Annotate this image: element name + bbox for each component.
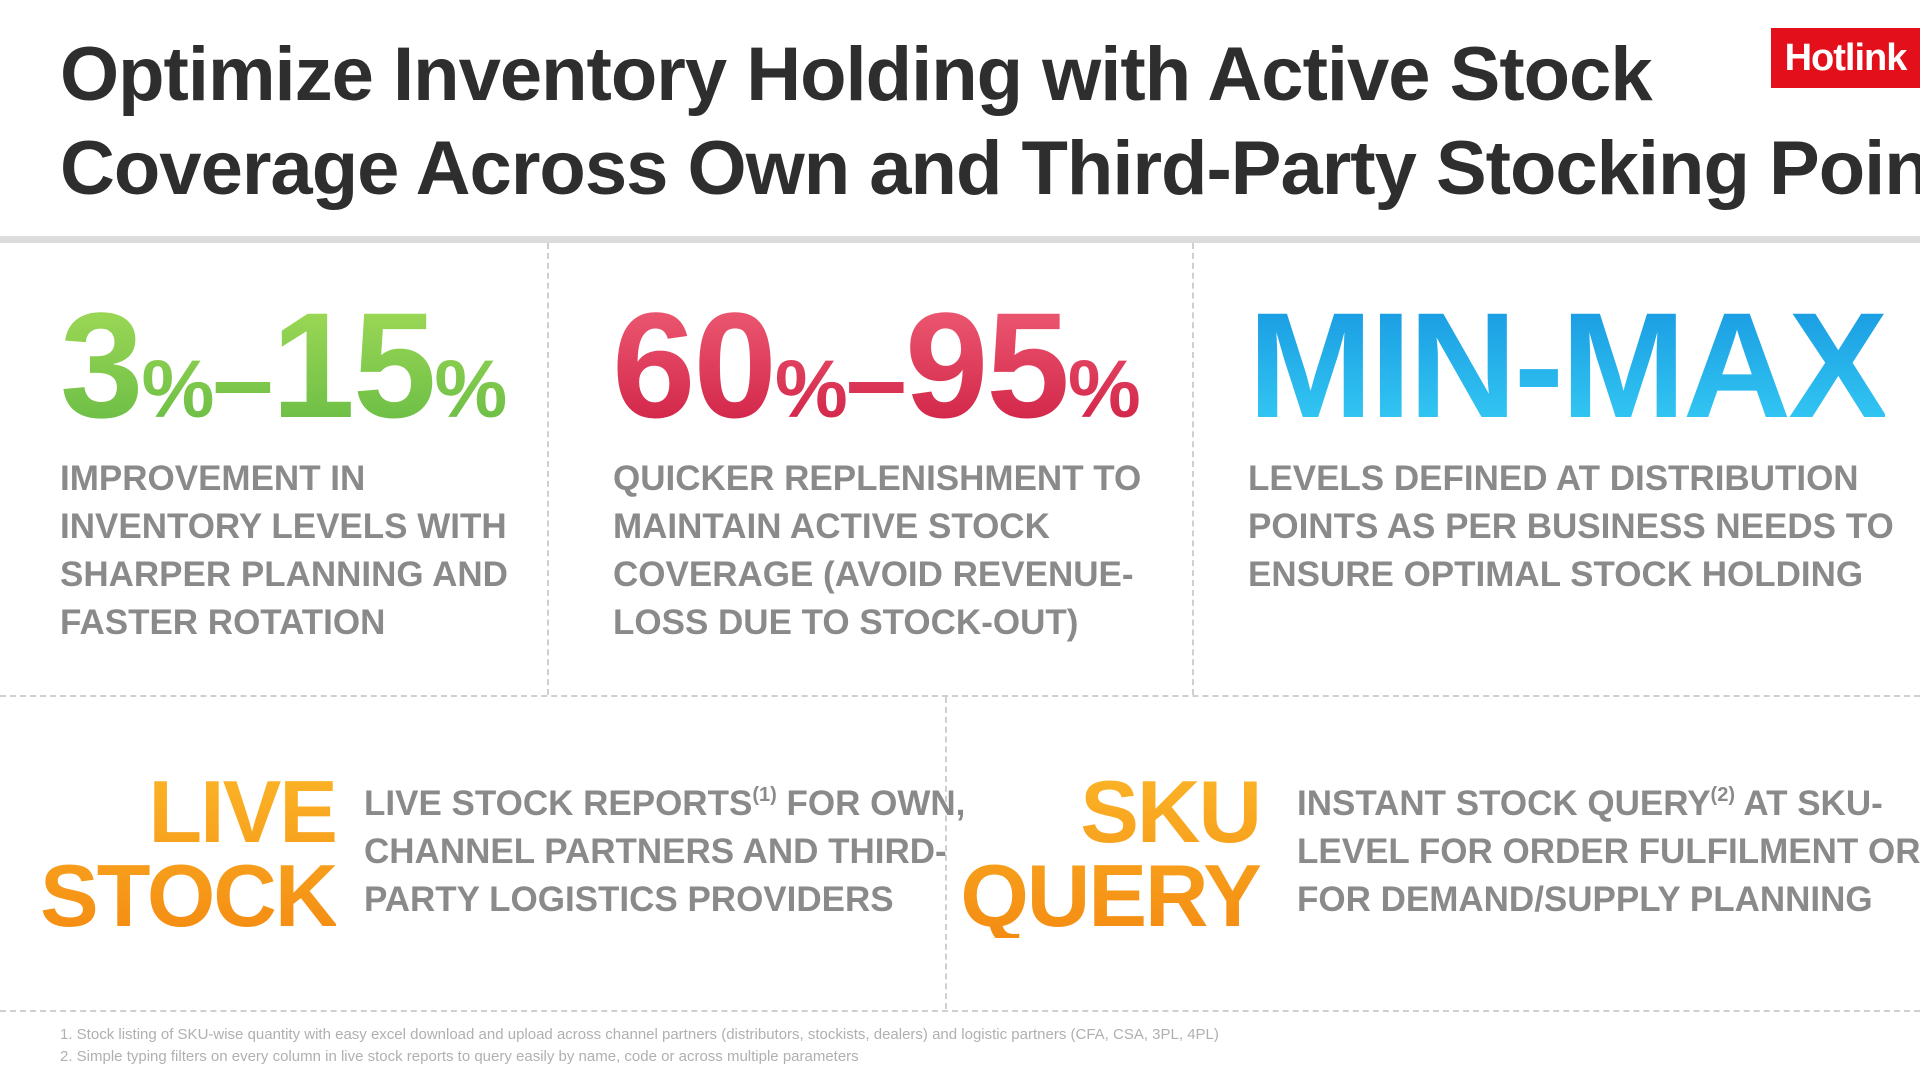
stat-dash: – — [845, 318, 905, 441]
header-divider — [0, 236, 1920, 243]
desc-line: POINTS AS PER BUSINESS NEEDS TO — [1248, 507, 1894, 546]
footnote-ref: (2) — [1710, 784, 1735, 806]
footnotes: 1. Stock listing of SKU-wise quantity wi… — [60, 1024, 1219, 1068]
stat-min-max: MIN-MAX — [1248, 281, 1888, 449]
desc-text: LIVE STOCK REPORTS — [364, 784, 753, 823]
feature-sku-query-heading: SKU QUERY — [960, 770, 1260, 938]
title-line-2: Coverage Across Own and Third-Party Stoc… — [60, 126, 1920, 211]
stat-description-3: LEVELS DEFINED AT DISTRIBUTION POINTS AS… — [1248, 455, 1894, 599]
page-title: Optimize Inventory Holding with Active S… — [60, 28, 1920, 216]
desc-line: INVENTORY LEVELS WITH — [60, 507, 507, 546]
stat-to-value: 95 — [904, 281, 1068, 449]
desc-text: FOR OWN, — [776, 784, 966, 823]
desc-text: INSTANT STOCK QUERY — [1297, 784, 1711, 823]
hotlink-logo: Hotlink — [1771, 28, 1920, 88]
stat-to-value: 15 — [271, 281, 435, 449]
stat-percent-sign: % — [141, 344, 213, 435]
desc-line: LEVELS DEFINED AT DISTRIBUTION — [1248, 459, 1859, 498]
title-line-1: Optimize Inventory Holding with Active S… — [60, 32, 1653, 117]
desc-line: LOSS DUE TO STOCK-OUT) — [613, 603, 1079, 642]
stat-replenishment: 60%–95% — [612, 290, 1139, 440]
desc-line: COVERAGE (AVOID REVENUE- — [613, 555, 1134, 594]
divider-vertical-3 — [945, 697, 947, 1009]
footnote-1: 1. Stock listing of SKU-wise quantity wi… — [60, 1026, 1219, 1043]
feature-word-line: SKU — [1080, 762, 1260, 861]
divider-vertical-2 — [1192, 243, 1194, 695]
stat-from-value: 60 — [612, 281, 775, 449]
stat-from-value: 3 — [60, 281, 142, 449]
feature-word-line: LIVE — [148, 762, 336, 861]
desc-line: ENSURE OPTIMAL STOCK HOLDING — [1248, 555, 1864, 594]
stat-description-1: IMPROVEMENT IN INVENTORY LEVELS WITH SHA… — [60, 455, 508, 647]
desc-line: MAINTAIN ACTIVE STOCK — [613, 507, 1050, 546]
feature-live-stock-description: LIVE STOCK REPORTS(1) FOR OWN, CHANNEL P… — [364, 780, 965, 924]
desc-line: FASTER ROTATION — [60, 603, 386, 642]
desc-line: LEVEL FOR ORDER FULFILMENT OR — [1297, 832, 1920, 871]
footnote-ref: (1) — [752, 784, 777, 806]
stat-percent-sign: % — [434, 344, 506, 435]
desc-line: IMPROVEMENT IN — [60, 459, 366, 498]
desc-text: AT SKU- — [1735, 784, 1883, 823]
divider-horizontal-middle — [0, 695, 1920, 697]
feature-sku-query-description: INSTANT STOCK QUERY(2) AT SKU- LEVEL FOR… — [1297, 780, 1920, 924]
desc-line: SHARPER PLANNING AND — [60, 555, 508, 594]
feature-word-line: QUERY — [960, 846, 1260, 945]
divider-vertical-1 — [547, 243, 549, 695]
feature-word-line: STOCK — [40, 846, 337, 945]
stat-dash: – — [212, 318, 272, 441]
divider-horizontal-bottom — [0, 1010, 1920, 1012]
stat-percent-sign: % — [1067, 344, 1139, 435]
desc-line: QUICKER REPLENISHMENT TO — [613, 459, 1142, 498]
stat-description-2: QUICKER REPLENISHMENT TO MAINTAIN ACTIVE… — [613, 455, 1141, 647]
footnote-2: 2. Simple typing filters on every column… — [60, 1048, 859, 1065]
feature-live-stock-heading: LIVE STOCK — [40, 770, 336, 938]
stat-percent-sign: % — [774, 344, 846, 435]
desc-line: CHANNEL PARTNERS AND THIRD- — [364, 832, 947, 871]
desc-line: FOR DEMAND/SUPPLY PLANNING — [1297, 880, 1873, 919]
stat-inventory-improvement: 3%–15% — [60, 290, 505, 440]
desc-line: PARTY LOGISTICS PROVIDERS — [364, 880, 894, 919]
